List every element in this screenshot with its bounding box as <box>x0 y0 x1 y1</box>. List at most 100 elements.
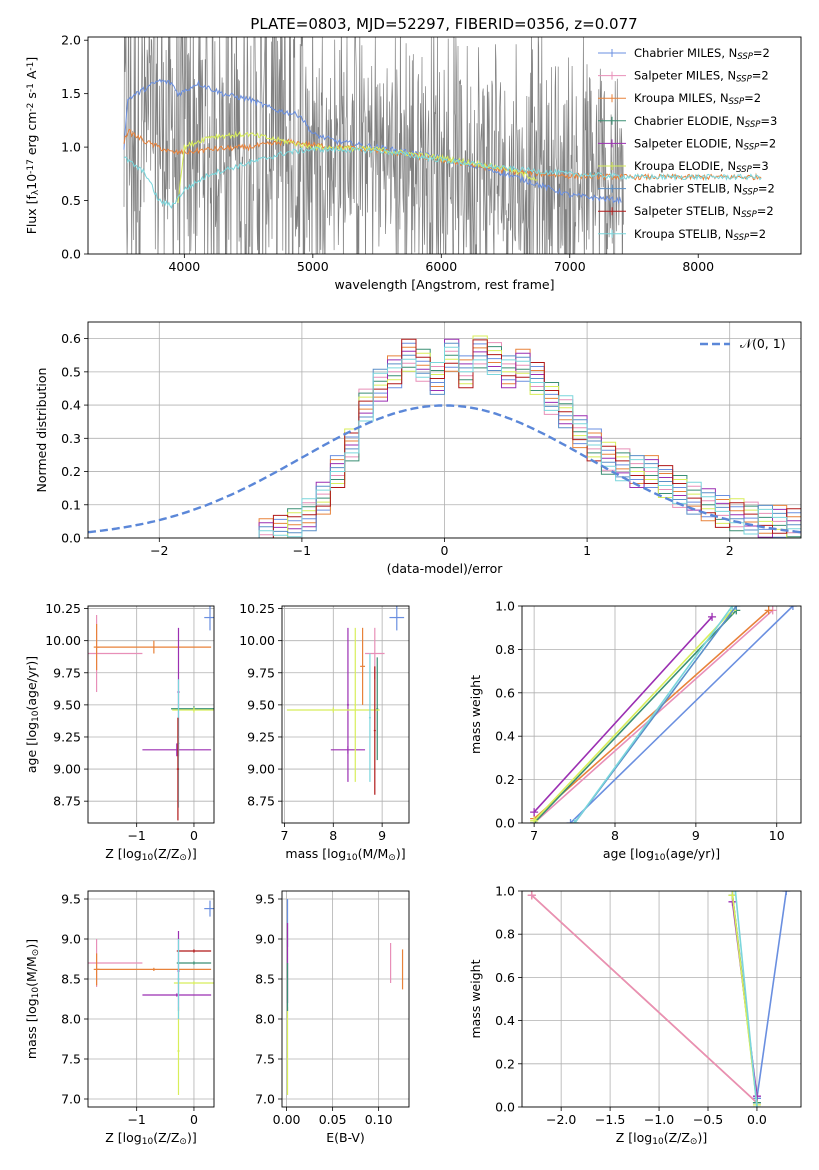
x-tick-label: 0.0 <box>747 1112 767 1127</box>
weight-marker <box>570 819 579 823</box>
x-tick-label: 2 <box>726 543 734 558</box>
y-tick-label: 1.0 <box>61 140 81 155</box>
y-tick-label: 9.00 <box>53 762 81 777</box>
observed-spectrum <box>123 37 624 254</box>
x-tick-label: 7 <box>280 828 288 843</box>
weight-line <box>533 609 733 822</box>
x-tick-label: 7 <box>530 828 538 843</box>
axes-frame <box>281 605 410 824</box>
plot-area <box>282 891 409 1107</box>
gaussian-curve <box>88 404 801 534</box>
y-tick-label: 9.75 <box>53 665 81 680</box>
weight-line <box>734 891 758 1107</box>
x-axis-label: Z [log10(Z/Z⊙)] <box>616 1130 707 1147</box>
y-tick-label: 0.8 <box>495 927 515 942</box>
y-tick-label: 2.0 <box>61 33 81 48</box>
axes-frame <box>521 890 802 1108</box>
plot-area <box>88 606 214 823</box>
x-tick-label: 7000 <box>554 259 586 274</box>
panel-age_vs_Z: −1 0 8.75 9.00 9.25 9.50 9.75 10.00 10.25 Z [log1… <box>24 601 215 863</box>
legend: Chabrier MILES, NSSP=2 Salpeter MILES, NS… <box>598 46 777 243</box>
errorbar-point <box>177 1007 180 1095</box>
y-tick-label: 0.4 <box>61 398 81 413</box>
errorbar-point <box>389 606 405 631</box>
y-tick-label: 8.75 <box>53 794 81 809</box>
panel-residuals: −2 −1 0 1 2 0.0 0.1 0.2 0.3 0.4 0.5 0.6 (data-model)… <box>34 321 802 576</box>
y-tick-label: 0.6 <box>61 331 81 346</box>
legend-label: 𝒩(0, 1) <box>740 336 786 351</box>
errorbar-point <box>176 961 212 965</box>
errorbar-point <box>142 743 212 757</box>
legend-label: Salpeter MILES, NSSP=2 <box>634 69 769 85</box>
y-axis-label: Flux [fλ10-17 erg cm-2 s-1 A-1] <box>24 57 41 235</box>
y-tick-label: 1.0 <box>495 884 515 899</box>
x-tick-label: 8 <box>329 828 337 843</box>
model-spectrum-line <box>123 145 762 209</box>
panel-weight_vs_age: 7 8 9 10 0.0 0.2 0.4 0.6 0.8 1.0 age [log10(age/yr… <box>468 599 802 863</box>
weight-series <box>728 891 761 1107</box>
histogram-steps <box>258 346 801 538</box>
axes-frame <box>87 605 215 824</box>
y-axis-label: mass weight <box>468 675 483 754</box>
x-tick-label: −1.5 <box>595 1112 625 1127</box>
panels: 4000 5000 6000 7000 80000.00.51.01.52.0wavel… <box>24 33 802 1147</box>
errorbar-point <box>354 627 357 782</box>
errorbar-point <box>346 627 349 782</box>
legend-label: Chabrier STELIB, NSSP=2 <box>634 182 775 198</box>
legend-label: Kroupa ELODIE, NSSP=3 <box>634 159 769 175</box>
y-tick-label: 7.0 <box>61 1092 81 1107</box>
y-tick-label: 0.2 <box>495 772 515 787</box>
errorbar-point <box>376 657 379 761</box>
y-tick-label: 10.25 <box>239 601 275 616</box>
errorbar-point <box>176 717 180 821</box>
weight-line <box>573 606 733 823</box>
weight-marker <box>752 1103 761 1107</box>
y-tick-label: 9.00 <box>247 762 275 777</box>
weight-series <box>530 606 737 823</box>
x-tick-label: −1 <box>127 828 145 843</box>
y-axis-label: mass [log10(M/M⊙)] <box>24 939 41 1059</box>
legend-label: Kroupa MILES, NSSP=2 <box>634 91 761 107</box>
x-axis-label: age [log10(age/yr)] <box>603 846 720 863</box>
weight-marker <box>530 816 539 823</box>
x-axis-label: wavelength [Angstrom, rest frame] <box>334 277 554 292</box>
y-tick-label: 7.5 <box>255 1052 275 1067</box>
y-tick-label: 10.00 <box>45 633 81 648</box>
y-tick-label: 1.5 <box>61 86 81 101</box>
y-tick-label: 9.50 <box>247 697 275 712</box>
errorbar-point <box>373 666 376 795</box>
y-tick-label: 8.0 <box>255 1012 275 1027</box>
legend-label: Salpeter ELODIE, NSSP=2 <box>634 136 776 152</box>
weight-series <box>530 606 773 823</box>
x-axis-label: Z [log10(Z/Z⊙)] <box>105 846 196 863</box>
legend-label: Chabrier ELODIE, NSSP=3 <box>634 114 777 130</box>
x-tick-label: 0 <box>190 1112 198 1127</box>
errorbar-point <box>172 707 214 713</box>
y-tick-label: 8.5 <box>255 972 275 987</box>
errorbar-point <box>173 981 214 985</box>
errorbar-point <box>176 949 212 953</box>
y-tick-label: 0.5 <box>61 364 81 379</box>
y-tick-label: 0.4 <box>495 729 515 744</box>
x-axis-label: (data-model)/error <box>387 561 504 576</box>
y-tick-label: 9.75 <box>247 665 275 680</box>
x-axis-label: Z [log10(Z/Z⊙)] <box>105 1130 196 1147</box>
plot-area <box>88 322 801 538</box>
x-tick-label: 0.10 <box>365 1112 393 1127</box>
legend-label: Salpeter STELIB, NSSP=2 <box>634 204 774 220</box>
panel-spectrum: 4000 5000 6000 7000 8000 0.0 0.5 1.0 1.5 2.0 wavel… <box>24 33 802 292</box>
axes-frame <box>87 890 215 1108</box>
y-tick-label: 0.4 <box>495 1013 515 1028</box>
x-tick-label: 4000 <box>168 259 200 274</box>
y-tick-label: 0.8 <box>495 642 515 657</box>
y-axis-label: age [log10(age/yr)] <box>24 656 41 773</box>
x-tick-label: 0 <box>190 828 198 843</box>
x-tick-label: 0.05 <box>319 1112 347 1127</box>
x-tick-label: 6000 <box>425 259 457 274</box>
errorbar-point <box>286 707 380 713</box>
weight-marker <box>527 891 536 900</box>
x-tick-label: 10 <box>769 828 785 843</box>
weight-line <box>569 606 794 823</box>
x-tick-label: 0 <box>441 543 449 558</box>
weight-marker <box>764 606 773 615</box>
